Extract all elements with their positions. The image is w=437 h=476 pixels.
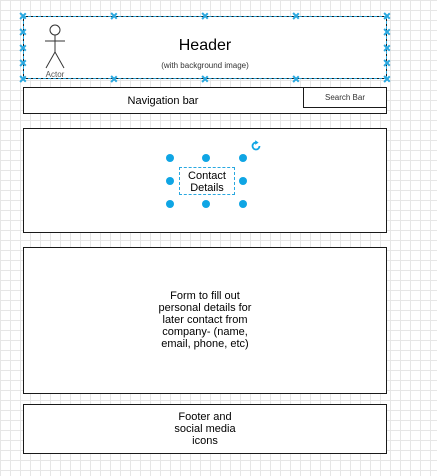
form-section-box[interactable] — [23, 247, 387, 394]
resize-handle[interactable] — [166, 154, 174, 162]
selection-marker[interactable] — [383, 44, 391, 52]
resize-handle[interactable] — [239, 177, 247, 185]
selection-marker[interactable] — [19, 44, 27, 52]
actor-label: Actor — [45, 70, 65, 79]
selection-marker[interactable] — [201, 12, 209, 20]
footer-label: Footer and social media icons — [174, 411, 236, 447]
resize-handle[interactable] — [166, 177, 174, 185]
actor-icon — [45, 24, 65, 69]
selection-marker[interactable] — [19, 28, 27, 36]
header-title: Header — [178, 37, 232, 54]
contact-details-label: Contact Details — [188, 170, 226, 194]
selection-marker[interactable] — [19, 59, 27, 67]
resize-handle[interactable] — [166, 200, 174, 208]
navigation-bar-label: Navigation bar — [127, 95, 199, 107]
resize-handle[interactable] — [202, 154, 210, 162]
search-bar-box[interactable] — [303, 87, 387, 108]
selection-marker[interactable] — [383, 12, 391, 20]
selection-marker[interactable] — [292, 12, 300, 20]
resize-handle[interactable] — [239, 200, 247, 208]
selection-marker[interactable] — [110, 75, 118, 83]
rotate-icon[interactable] — [250, 140, 262, 152]
selection-marker[interactable] — [19, 75, 27, 83]
selection-marker[interactable] — [383, 75, 391, 83]
search-bar-label: Search Bar — [324, 93, 366, 102]
form-description-label: Form to fill out personal details for la… — [158, 290, 252, 350]
selection-marker[interactable] — [19, 12, 27, 20]
resize-handle[interactable] — [239, 154, 247, 162]
selection-marker[interactable] — [201, 75, 209, 83]
contact-details-selection[interactable] — [179, 167, 235, 195]
selection-marker[interactable] — [110, 12, 118, 20]
resize-handle[interactable] — [202, 200, 210, 208]
contact-section-box[interactable] — [23, 128, 387, 233]
selection-marker[interactable] — [383, 28, 391, 36]
footer-box[interactable] — [23, 404, 387, 454]
header-subtitle: (with background image) — [161, 61, 249, 70]
selection-marker[interactable] — [292, 75, 300, 83]
selection-marker[interactable] — [383, 59, 391, 67]
